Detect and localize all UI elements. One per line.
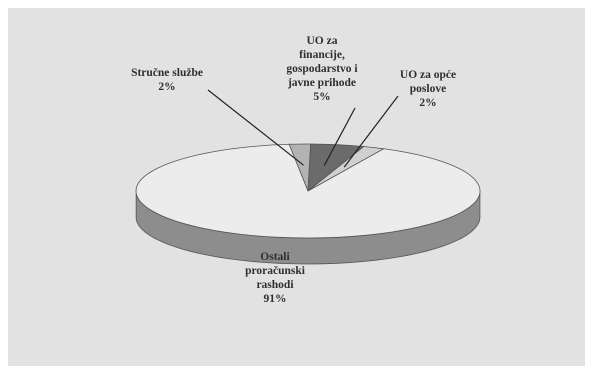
leader-line-2 bbox=[343, 95, 399, 168]
data-label-3-line-0: Ostali bbox=[260, 251, 290, 263]
data-label-0-line-0: Stručne službe bbox=[131, 67, 203, 79]
data-labels: Stručne službe 2% UO za financije, gospodars… bbox=[131, 35, 456, 305]
data-label-3-line-3: 91% bbox=[264, 293, 287, 305]
data-label-2-line-0: UO za opće bbox=[400, 69, 456, 81]
leader-lines bbox=[207, 89, 399, 168]
leader-line-0 bbox=[207, 89, 304, 166]
data-label-1-line-4: 5% bbox=[313, 91, 330, 103]
data-label-3-line-1: proračunski bbox=[245, 265, 306, 277]
data-label-2-line-1: poslove bbox=[410, 83, 446, 95]
data-label-1-line-3: javne prihode bbox=[287, 77, 356, 89]
data-label-3-line-2: rashodi bbox=[256, 279, 294, 291]
data-label-1-line-1: financije, bbox=[299, 49, 345, 61]
pie-slice-3 bbox=[135, 143, 481, 239]
slices-layer bbox=[135, 143, 481, 265]
data-label-0-line-1: 2% bbox=[158, 81, 175, 93]
leader-line-1 bbox=[323, 107, 356, 166]
data-label-1-line-0: UO za bbox=[307, 35, 338, 47]
data-label-2-line-2: 2% bbox=[419, 97, 436, 109]
data-label-1-line-2: gospodarstvo i bbox=[286, 63, 358, 75]
